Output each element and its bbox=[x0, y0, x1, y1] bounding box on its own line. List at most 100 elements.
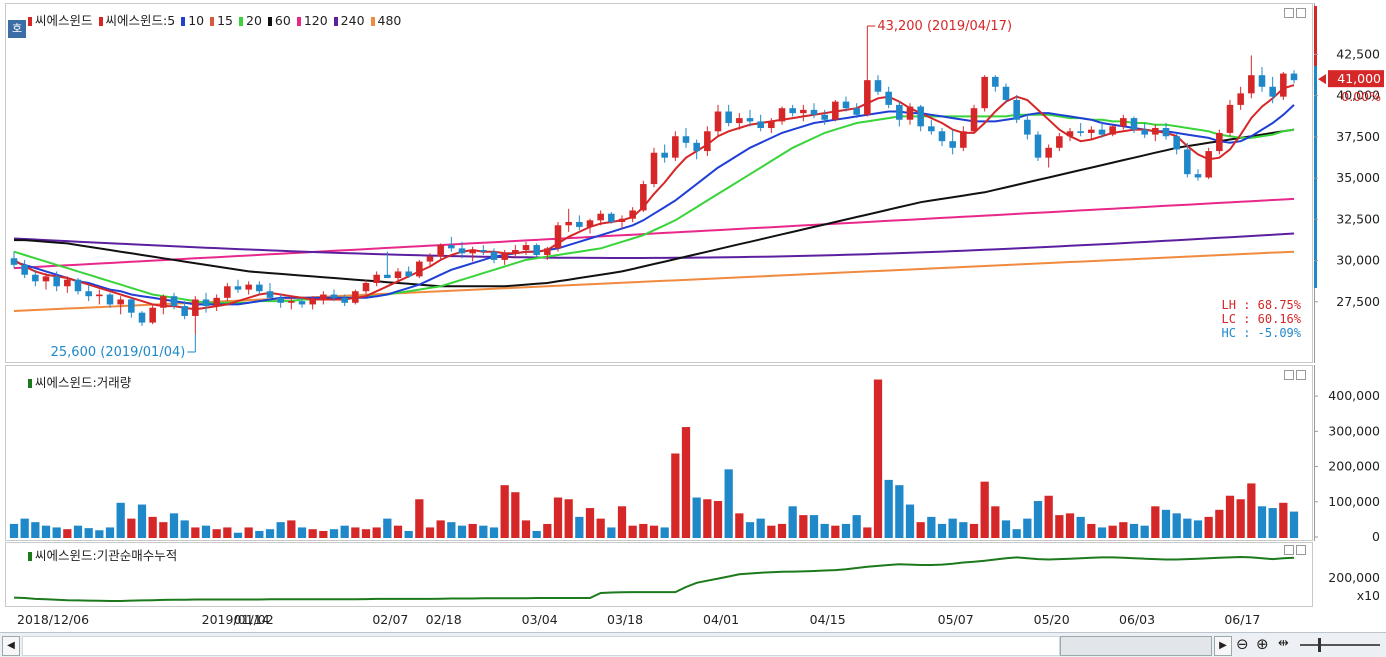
volume-bar bbox=[969, 523, 979, 538]
minimize-icon[interactable] bbox=[1284, 370, 1294, 380]
volume-bar bbox=[447, 522, 456, 538]
candle-body bbox=[1109, 126, 1116, 135]
candle-body bbox=[10, 258, 18, 265]
volume-bar bbox=[20, 518, 29, 538]
volume-bar bbox=[980, 481, 989, 538]
scroll-left-button[interactable]: ◀ bbox=[2, 636, 20, 656]
legend-item: 씨에스윈드 bbox=[28, 13, 96, 28]
current-price-box bbox=[1328, 70, 1384, 88]
volume-bar bbox=[713, 501, 723, 538]
candle-body bbox=[85, 291, 92, 297]
date-label: 02/18 bbox=[425, 612, 462, 627]
candle-body bbox=[469, 250, 476, 254]
candle-body bbox=[74, 279, 82, 292]
volume-bar bbox=[479, 525, 488, 538]
volume-bar bbox=[319, 530, 328, 538]
price-chart-panel[interactable]: 호 씨에스윈드 씨에스윈드:5 10 15 20 60 120 240 480 43,200 (… bbox=[5, 3, 1313, 363]
panel-window-buttons[interactable] bbox=[1282, 8, 1306, 21]
panel-badge[interactable]: 호 bbox=[8, 20, 26, 38]
volume-bar bbox=[671, 453, 680, 538]
scroll-track[interactable] bbox=[22, 636, 1060, 656]
volume-bar bbox=[724, 469, 733, 538]
candle-body bbox=[938, 131, 946, 142]
volume-bar bbox=[820, 523, 829, 538]
date-label: 02/07 bbox=[372, 612, 409, 627]
candle-body bbox=[565, 221, 572, 226]
volume-bar bbox=[553, 497, 563, 538]
maximize-icon[interactable] bbox=[1296, 545, 1306, 555]
candle-body bbox=[832, 101, 839, 120]
volume-bar bbox=[575, 516, 584, 538]
volume-bar bbox=[212, 529, 221, 538]
minimize-icon[interactable] bbox=[1284, 545, 1294, 555]
volume-bar bbox=[1076, 516, 1085, 538]
date-label: 05/07 bbox=[937, 612, 974, 627]
candle-body bbox=[778, 108, 786, 122]
panel-window-buttons[interactable] bbox=[1282, 370, 1306, 383]
zoom-slider[interactable] bbox=[1300, 644, 1380, 646]
institution-unit: x10 bbox=[1356, 588, 1380, 603]
volume-bar bbox=[41, 525, 51, 538]
volume-bar bbox=[1129, 523, 1139, 538]
candle-body bbox=[992, 76, 999, 87]
volume-bar bbox=[660, 527, 669, 538]
volume-bar bbox=[180, 520, 189, 538]
candle-body bbox=[629, 210, 636, 219]
legend-item: 60 bbox=[267, 13, 294, 28]
candle-body bbox=[1024, 119, 1031, 135]
candle-body bbox=[277, 297, 284, 303]
price-axis[interactable]: 42,500 40,000 37,500 35,000 32,500 30,000 27,5… bbox=[1314, 3, 1386, 363]
scroll-right-button[interactable]: ▶ bbox=[1214, 636, 1232, 656]
scroll-thumb[interactable] bbox=[1060, 636, 1212, 656]
volume-bar bbox=[916, 522, 925, 538]
volume-bar bbox=[1119, 522, 1128, 538]
stat-text: HC : -5.09% bbox=[1222, 326, 1302, 340]
panel-window-buttons[interactable] bbox=[1282, 545, 1306, 558]
candle-body bbox=[1226, 104, 1234, 133]
volume-bar bbox=[297, 527, 307, 538]
zoom-out-icon[interactable]: ⊖ bbox=[1236, 635, 1249, 653]
legend-label: 60 bbox=[274, 13, 291, 28]
candle-body bbox=[810, 109, 818, 115]
candle-body bbox=[608, 213, 615, 222]
volume-bar bbox=[393, 525, 403, 538]
candle-body bbox=[64, 279, 71, 287]
legend-label: 480 bbox=[377, 13, 402, 28]
volume-bar bbox=[191, 527, 200, 538]
zoom-in-icon[interactable]: ⊕ bbox=[1256, 635, 1269, 653]
candle-body bbox=[672, 136, 679, 158]
volume-bar bbox=[703, 499, 712, 538]
volume-bar bbox=[927, 516, 936, 538]
candle-body bbox=[1077, 131, 1084, 133]
volume-bar bbox=[777, 523, 787, 538]
legend-label: 10 bbox=[188, 13, 205, 28]
maximize-icon[interactable] bbox=[1296, 370, 1306, 380]
price-range-bar bbox=[1314, 6, 1317, 66]
bottom-toolbar[interactable]: ◀ ▶ ⊖ ⊕ ⇹ bbox=[0, 632, 1386, 657]
candle-body bbox=[896, 104, 903, 120]
ma-line-120 bbox=[13, 197, 1295, 270]
date-axis: 2018/12/06 2019/01/02 01/14 02/07 02/18 03/04… bbox=[5, 608, 1313, 630]
volume-bar bbox=[895, 485, 904, 538]
minimize-icon[interactable] bbox=[1284, 8, 1294, 18]
candle-body bbox=[490, 251, 498, 260]
institution-chart-panel[interactable]: 씨에스윈드:기관순매수누적 bbox=[5, 542, 1313, 607]
fit-icon[interactable]: ⇹ bbox=[1278, 636, 1289, 651]
maximize-icon[interactable] bbox=[1296, 8, 1306, 18]
volume-bar bbox=[116, 502, 125, 538]
candle-body bbox=[618, 218, 626, 222]
volume-bar bbox=[863, 527, 872, 538]
volume-bar bbox=[905, 504, 915, 538]
y-tick-label: 32,500 bbox=[1336, 211, 1380, 226]
volume-chart-panel[interactable]: 씨에스윈드:거래량 bbox=[5, 365, 1313, 541]
zoom-slider-handle[interactable] bbox=[1318, 638, 1321, 652]
volume-title: 씨에스윈드:거래량 bbox=[35, 375, 132, 390]
candle-body bbox=[458, 248, 466, 254]
institution-axis[interactable]: 200,000 x10 bbox=[1314, 542, 1386, 607]
candle-body bbox=[864, 80, 871, 115]
candle-body bbox=[202, 299, 210, 307]
volume-axis[interactable]: 400,000 300,000 200,000 100,000 0 bbox=[1314, 365, 1386, 541]
volume-bar bbox=[425, 527, 435, 538]
candle-body bbox=[906, 106, 914, 120]
candle-body bbox=[544, 248, 551, 255]
